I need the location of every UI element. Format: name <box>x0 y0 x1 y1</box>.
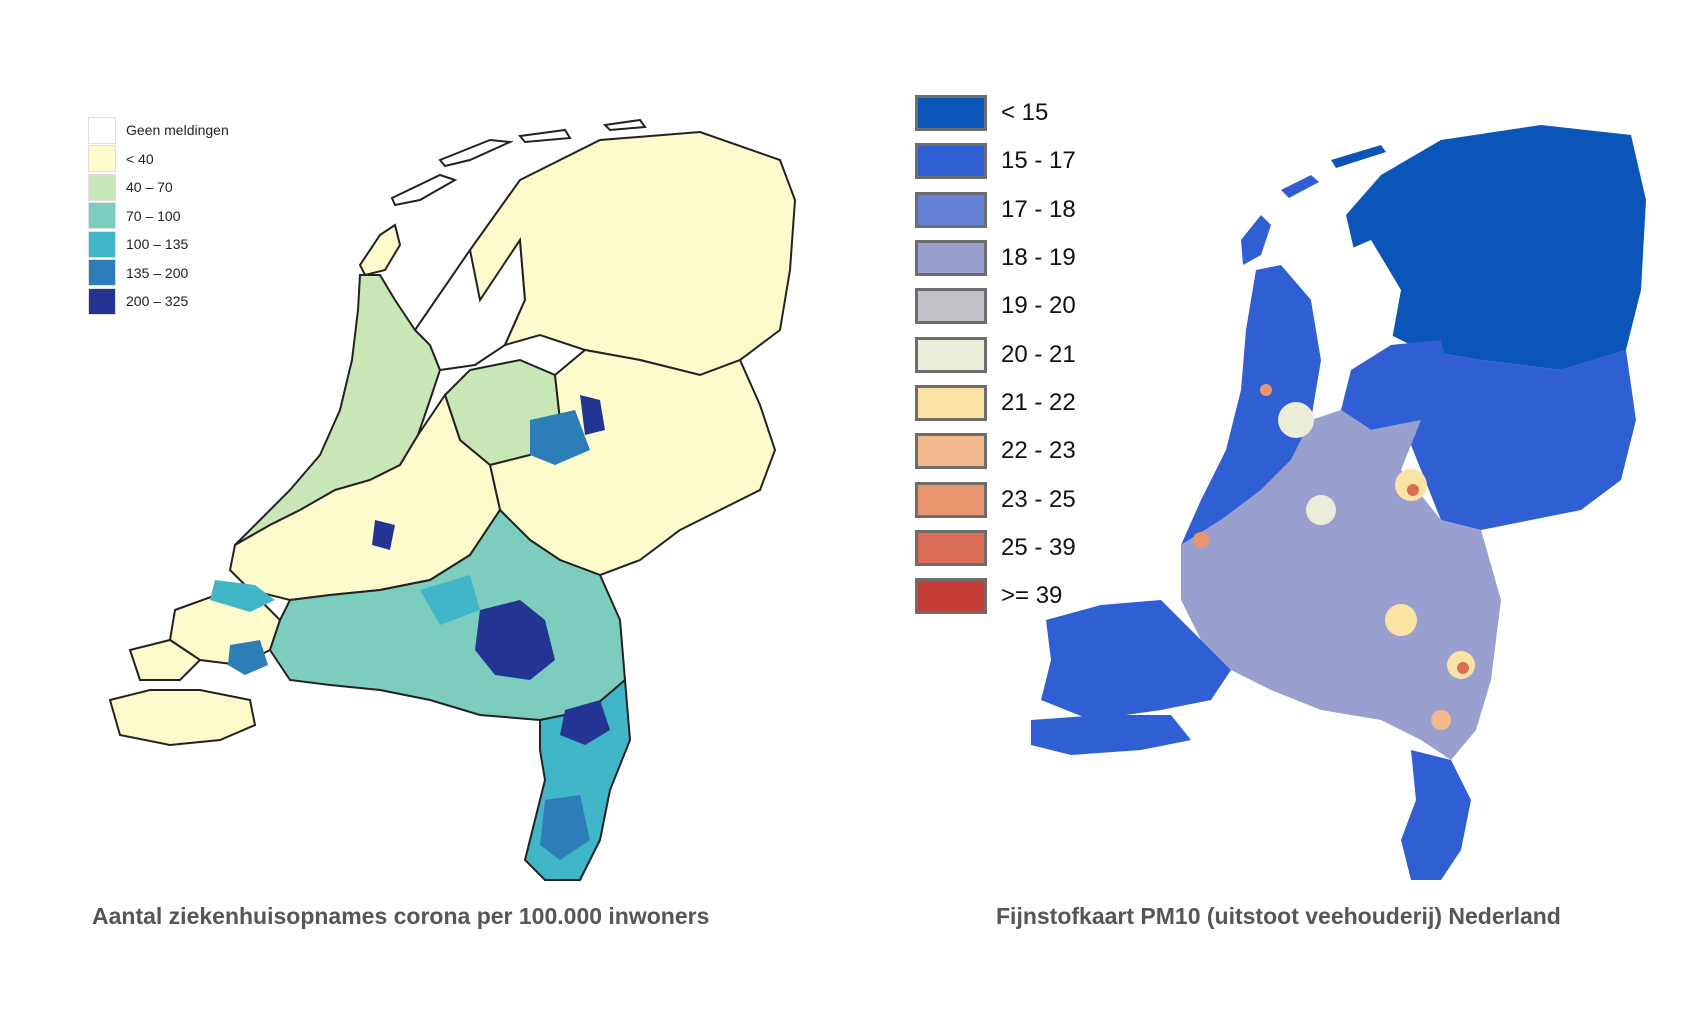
legend-item: 19 - 20 <box>915 282 1076 330</box>
wadden-island-schiermonnikoog <box>602 118 647 132</box>
legend-swatch <box>88 230 116 258</box>
legend-label: 21 - 22 <box>1001 388 1076 416</box>
legend-item: < 40 <box>88 145 229 174</box>
legend-label: 17 - 18 <box>1001 195 1076 223</box>
legend-corona: Geen meldingen < 40 40 – 70 70 – 100 100… <box>88 116 229 316</box>
legend-swatch <box>88 145 116 173</box>
hotspot-flevoland <box>580 395 605 435</box>
legend-item: 40 – 70 <box>88 173 229 202</box>
hotspot-brabant-1 <box>475 600 555 680</box>
pm10-hotspot-utrecht <box>1306 495 1336 525</box>
legend-label: Geen meldingen <box>126 122 229 139</box>
legend-label: 23 - 25 <box>1001 485 1076 513</box>
ijsselmeer-water <box>413 238 527 372</box>
legend-item: 22 - 23 <box>915 427 1076 475</box>
legend-label: 15 - 17 <box>1001 147 1076 175</box>
wadden-island-texel <box>358 223 402 277</box>
region-zeeland-west <box>128 638 202 681</box>
legend-item: Geen meldingen <box>88 116 229 145</box>
legend-label: 18 - 19 <box>1001 244 1076 272</box>
wadden-island-vlieland <box>390 173 458 207</box>
pm10-map-caption: Fijnstofkaart PM10 (uitstoot veehouderij… <box>996 903 1561 929</box>
area-gelderland-blue <box>530 410 590 465</box>
pm10-east-region <box>1401 350 1636 530</box>
pm10-hotspot-venlo <box>1431 710 1451 730</box>
legend-swatch <box>915 95 987 132</box>
legend-label: >= 39 <box>1001 582 1063 610</box>
legend-label: 200 – 325 <box>126 293 189 310</box>
legend-label: 40 – 70 <box>126 179 173 196</box>
legend-swatch <box>915 288 987 325</box>
legend-pm10: < 15 15 - 17 17 - 18 18 - 19 19 - 20 20 … <box>915 89 1076 620</box>
legend-item: 200 – 325 <box>88 287 229 316</box>
hotspot-utrecht <box>372 520 395 550</box>
legend-label: 22 - 23 <box>1001 437 1076 465</box>
wadden-island-terschelling <box>438 138 514 168</box>
legend-swatch <box>88 116 116 144</box>
legend-item: < 15 <box>915 89 1076 137</box>
legend-swatch <box>88 259 116 287</box>
corona-map-caption: Aantal ziekenhuisopnames corona per 100.… <box>92 903 710 929</box>
legend-swatch <box>915 143 987 180</box>
legend-label: 100 – 135 <box>126 236 189 253</box>
pm10-hotspot-brabant <box>1385 604 1417 636</box>
pm10-map <box>841 0 1682 1009</box>
legend-swatch <box>915 433 987 470</box>
pm10-zeeland-south <box>1031 715 1191 755</box>
pm10-hotspot-zwolle-core <box>1407 484 1419 496</box>
legend-item: 23 - 25 <box>915 475 1076 523</box>
legend-item: 100 – 135 <box>88 230 229 259</box>
pm10-hotspot-amsterdam <box>1278 402 1314 438</box>
legend-swatch <box>915 240 987 277</box>
legend-label: 19 - 20 <box>1001 292 1076 320</box>
pm10-wadden-vlieland <box>1281 175 1319 198</box>
legend-label: 135 – 200 <box>126 264 189 281</box>
pm10-ijsselmeer <box>1301 240 1401 370</box>
legend-swatch <box>915 191 987 228</box>
legend-label: 20 - 21 <box>1001 340 1076 368</box>
legend-swatch <box>915 529 987 566</box>
area-brabant-teal <box>420 575 480 625</box>
region-zeeland-south <box>108 689 257 747</box>
legend-swatch <box>88 202 116 230</box>
legend-swatch <box>915 336 987 373</box>
pm10-limburg <box>1401 750 1471 880</box>
wadden-island-ameland <box>518 128 572 144</box>
legend-item: 20 - 21 <box>915 330 1076 378</box>
legend-item: 15 - 17 <box>915 137 1076 185</box>
legend-item: 17 - 18 <box>915 186 1076 234</box>
legend-item: 135 – 200 <box>88 259 229 288</box>
pm10-noord-holland <box>1181 265 1321 545</box>
area-zeeland-teal <box>210 580 275 612</box>
legend-item: 18 - 19 <box>915 234 1076 282</box>
netherlands-pm10-map <box>1031 125 1646 880</box>
legend-swatch <box>88 173 116 201</box>
legend-label: 25 - 39 <box>1001 533 1076 561</box>
region-north-east <box>468 130 797 377</box>
legend-item: 21 - 22 <box>915 379 1076 427</box>
pm10-north-region <box>1346 125 1646 370</box>
pm10-wadden-texel <box>1241 215 1271 265</box>
legend-swatch <box>915 578 987 615</box>
pm10-hotspot-rotterdam <box>1193 532 1209 548</box>
area-zeeland-blue <box>228 640 268 675</box>
legend-label: 70 – 100 <box>126 207 181 224</box>
legend-item: 70 – 100 <box>88 202 229 231</box>
netherlands-municipality-map <box>108 118 797 881</box>
legend-label: < 40 <box>126 150 154 167</box>
legend-swatch <box>88 287 116 315</box>
pm10-central-region <box>1181 410 1501 760</box>
pm10-wadden-terschelling <box>1331 145 1386 168</box>
legend-swatch <box>915 481 987 518</box>
legend-item: >= 39 <box>915 572 1076 620</box>
area-limburg-blue <box>540 795 590 860</box>
pm10-hotspot-haarlem <box>1260 384 1272 396</box>
legend-label: < 15 <box>1001 99 1049 127</box>
legend-swatch <box>915 384 987 421</box>
pm10-zeeland <box>1041 600 1231 720</box>
corona-admissions-map: Geen meldingen < 40 40 – 70 70 – 100 100… <box>88 116 797 881</box>
pm10-hotspot-peel-core <box>1457 662 1469 674</box>
hotspot-brabant-2 <box>560 700 610 745</box>
legend-item: 25 - 39 <box>915 524 1076 572</box>
